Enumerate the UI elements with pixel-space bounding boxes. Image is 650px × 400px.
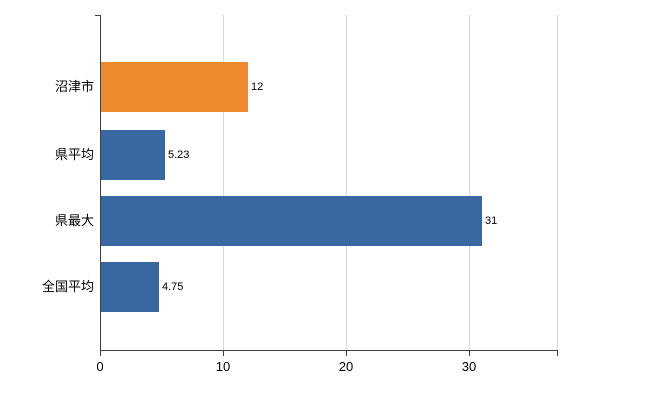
vertical-gridline <box>346 15 347 350</box>
category-label: 県平均 <box>54 147 94 162</box>
value-label: 4.75 <box>162 281 184 293</box>
x-axis-end-tick <box>557 351 558 356</box>
bar-1 <box>101 130 165 180</box>
y-axis-top-tick <box>95 15 100 16</box>
y-axis-line <box>100 15 101 351</box>
value-label: 5.23 <box>168 149 190 161</box>
x-tick-label: 10 <box>215 359 231 374</box>
x-axis-line <box>100 350 558 351</box>
x-axis-tick <box>223 351 224 356</box>
x-axis-tick <box>100 351 101 356</box>
bar-0 <box>101 62 248 112</box>
category-label: 沼津市 <box>54 79 94 94</box>
category-label: 全国平均 <box>41 279 94 294</box>
bar-3 <box>101 262 159 312</box>
x-tick-label: 0 <box>96 359 104 374</box>
plot-right-border <box>557 15 558 350</box>
x-tick-label: 20 <box>338 359 354 374</box>
bar-2 <box>101 196 482 246</box>
category-label: 県最大 <box>54 213 94 228</box>
x-axis-tick <box>469 351 470 356</box>
value-label: 12 <box>251 81 264 93</box>
x-tick-label: 30 <box>461 359 477 374</box>
vertical-gridline <box>469 15 470 350</box>
value-label: 31 <box>485 215 498 227</box>
vertical-gridline <box>223 15 224 350</box>
x-axis-tick <box>346 351 347 356</box>
